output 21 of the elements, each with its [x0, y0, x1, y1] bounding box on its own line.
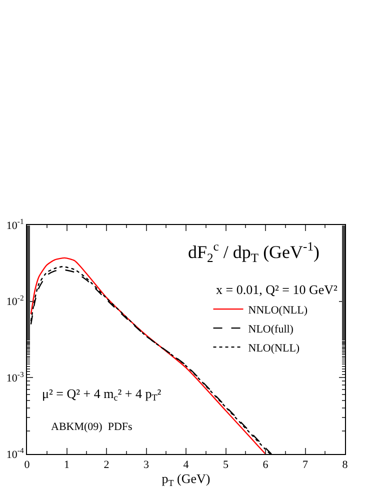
x-tick-label: 1 [64, 459, 70, 472]
x-tick-label: 3 [144, 459, 150, 472]
x-tick-label: 5 [223, 459, 229, 472]
x-tick-label: 4 [183, 459, 190, 472]
x-tick-label: 8 [342, 459, 348, 472]
legend-label: NNLO(NLL) [248, 304, 308, 316]
y-tick-label: 10$^{-2}$ [6, 294, 24, 308]
y-tick-label: 10$^{-1}$ [6, 217, 24, 232]
annotation: x = 0.01, Q² = 10 GeV² [216, 282, 338, 297]
x-tick-label: 6 [262, 459, 269, 472]
text: dF$_{2}$$^{c}$ / dp$_{T}$ (GeV$^{-1}$) [188, 240, 320, 266]
legend-label: NLO(full) [248, 323, 294, 336]
x-axis-title: p$_{T}$ (GeV) [162, 471, 210, 488]
annotation: ABKM(09) PDFs [51, 421, 132, 433]
y-tick-label: 10$^{-4}$ [6, 446, 24, 461]
legend-label: NLO(NLL) [248, 342, 300, 354]
annotation: μ² = Q² + 4 m$_{c}$² + 4 p$_{T}$² [42, 386, 162, 403]
y-tick-label: 10$^{-3}$ [6, 370, 24, 385]
x-tick-label: 2 [104, 459, 110, 472]
x-tick-label: 7 [302, 459, 308, 472]
x-tick-label: 0 [24, 459, 30, 472]
